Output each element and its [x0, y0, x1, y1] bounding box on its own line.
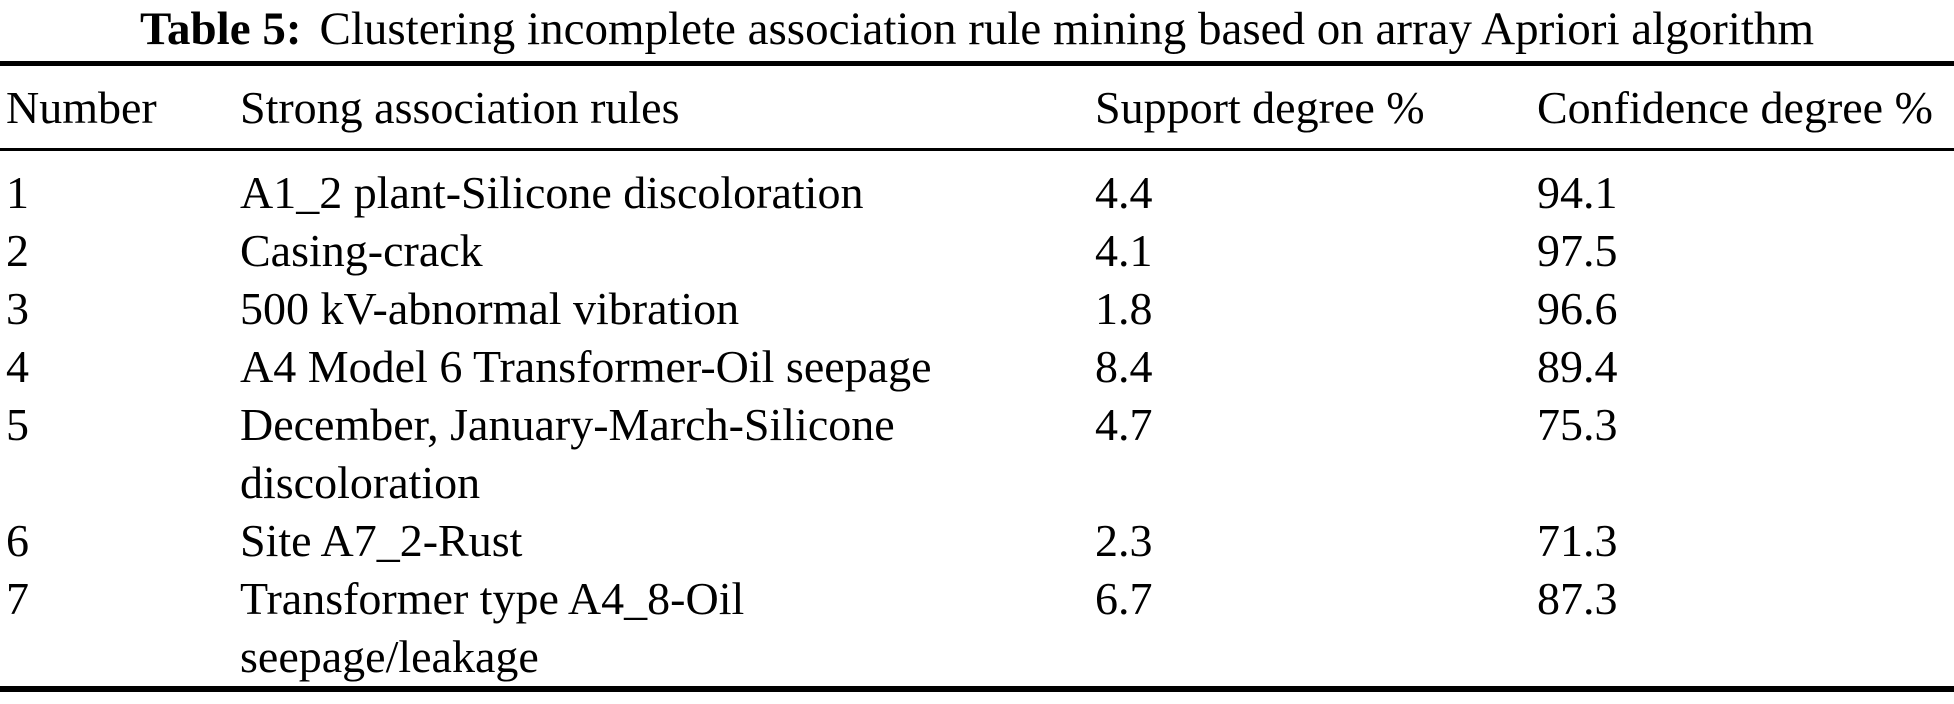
table-row: 1 A1_2 plant-Silicone discoloration 4.4 … [0, 150, 1954, 223]
cell-rule: December, January-March-Silicone discolo… [240, 399, 895, 508]
cell-support: 6.7 [1095, 573, 1153, 624]
table-row: 4 A4 Model 6 Transformer-Oil seepage 8.4… [0, 338, 1954, 396]
cell-rule: A1_2 plant-Silicone discoloration [240, 167, 864, 218]
cell-number: 6 [6, 515, 29, 566]
cell-number: 2 [6, 225, 29, 276]
table-row: 6 Site A7_2-Rust 2.3 71.3 [0, 512, 1954, 570]
table-row: 3 500 kV-abnormal vibration 1.8 96.6 [0, 280, 1954, 338]
cell-number: 7 [6, 573, 29, 624]
cell-rule: 500 kV-abnormal vibration [240, 283, 740, 334]
cell-support: 8.4 [1095, 341, 1153, 392]
cell-number: 5 [6, 399, 29, 450]
cell-confidence: 94.1 [1537, 167, 1618, 218]
cell-confidence: 97.5 [1537, 225, 1618, 276]
association-rules-table: Number Strong association rules Support … [0, 61, 1954, 692]
cell-confidence: 87.3 [1537, 573, 1618, 624]
col-header-number: Number [0, 63, 240, 151]
cell-rule: A4 Model 6 Transformer-Oil seepage [240, 341, 932, 392]
cell-confidence: 89.4 [1537, 341, 1618, 392]
cell-number: 1 [6, 167, 29, 218]
cell-confidence: 71.3 [1537, 515, 1618, 566]
col-header-support: Support degree % [1095, 63, 1537, 151]
cell-rule: Transformer type A4_8-Oil seepage/leakag… [240, 573, 745, 682]
header-row: Number Strong association rules Support … [0, 63, 1954, 151]
col-header-rules: Strong association rules [240, 63, 1095, 151]
cell-rule: Casing-crack [240, 225, 483, 276]
cell-support: 4.4 [1095, 167, 1153, 218]
col-header-confidence: Confidence degree % [1537, 63, 1954, 151]
table-row: 7 Transformer type A4_8-Oil seepage/leak… [0, 570, 1954, 689]
cell-support: 1.8 [1095, 283, 1153, 334]
caption-label: Table 5: [139, 3, 302, 55]
cell-confidence: 75.3 [1537, 399, 1618, 450]
cell-support: 2.3 [1095, 515, 1153, 566]
cell-rule: Site A7_2-Rust [240, 515, 523, 566]
cell-confidence: 96.6 [1537, 283, 1618, 334]
cell-number: 3 [6, 283, 29, 334]
table-caption: Table 5: Clustering incomplete associatio… [0, 0, 1954, 61]
table-row: 5 December, January-March-Silicone disco… [0, 396, 1954, 512]
cell-support: 4.7 [1095, 399, 1153, 450]
cell-number: 4 [6, 341, 29, 392]
caption-text: Clustering incomplete association rule m… [319, 3, 1815, 55]
table-row: 2 Casing-crack 4.1 97.5 [0, 222, 1954, 280]
cell-support: 4.1 [1095, 225, 1153, 276]
